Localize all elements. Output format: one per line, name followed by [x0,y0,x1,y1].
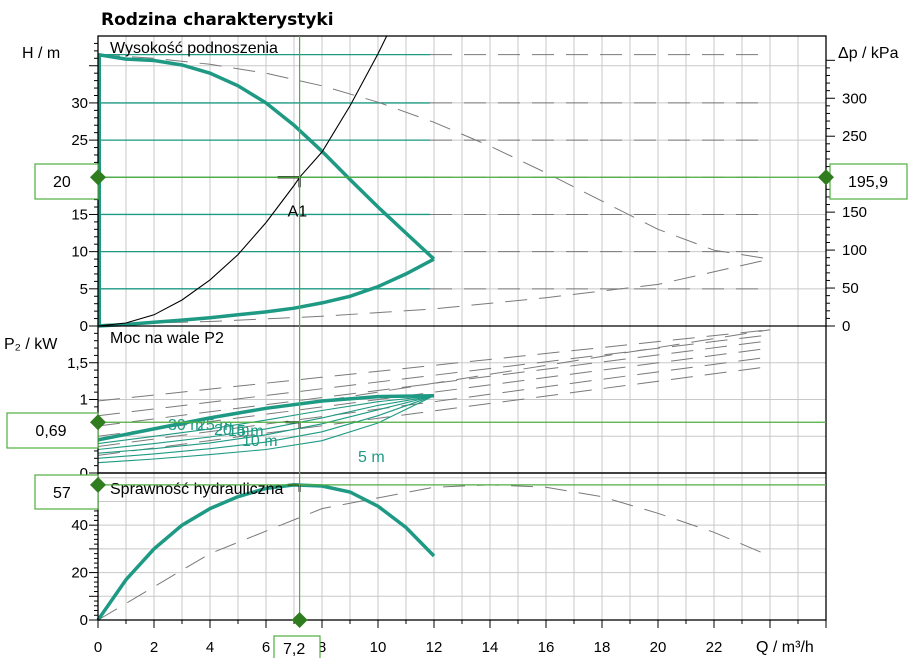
power-curve [97,395,435,454]
x-tick-label: 0 [94,639,102,656]
y2-tick-label: 300 [842,90,867,107]
x-tick-label: 6 [262,639,270,656]
readout-dp-text: 195,9 [848,174,888,191]
cursor-handle [90,414,106,431]
y-tick-label: 0 [80,465,88,482]
y-tick-label: 1 [80,392,88,409]
power-curve-label: 10 m [242,433,278,450]
x-tick-label: 22 [706,639,723,656]
max-curve-dashed [97,54,771,260]
y2-tick-label: 50 [842,280,859,297]
x-tick-label: 8 [318,639,326,656]
power-curve [97,395,435,451]
operating-point-marker [285,421,301,429]
power-curve-label: 30 m [168,417,204,434]
readout-p2 [6,412,99,449]
panel-title: Moc na wale P2 [110,330,224,347]
head-curve-max [97,52,436,261]
y-tick-label: 30 [71,95,88,112]
x-tick-label: 4 [206,639,214,656]
x-tick-label: 2 [150,639,158,656]
y2-tick-label: 100 [842,242,867,259]
power-curve-label: 25 m [197,417,233,434]
power-curve [97,394,435,442]
efficiency-dashed [97,484,771,621]
grid-lines [98,36,827,620]
head-curve-min [97,257,435,328]
y2-axis-label: Δp / kPa [838,45,899,62]
cursor-handle [90,169,106,186]
power-dashed [97,365,771,456]
y2-tick-label: 0 [842,318,850,335]
x-tick-label: 20 [650,639,667,656]
y-axis-label: P₂ / kW [4,336,58,353]
operating-point-label: A1 [288,203,308,220]
power-dashed [97,340,771,427]
power-dashed [97,334,771,417]
min-curve-dashed [97,258,771,325]
x-tick-label: 16 [538,639,555,656]
readout-h-text: 20 [53,174,71,191]
power-curve-label: 15 m [228,423,264,440]
y-tick-label: 10 [71,244,88,261]
readout-eta [34,474,99,510]
readout-q-text: 7,2 [283,641,305,658]
efficiency-curve [96,483,436,621]
power-curve [97,395,435,459]
power-curve-label: 5 m [358,449,385,466]
panel-title: Sprawność hydrauliczna [110,481,284,498]
y-tick-label: 20 [71,565,88,582]
cursor-handle [291,612,308,628]
x-tick-label: 14 [482,639,499,656]
readout-dp [829,163,908,200]
y-axis-label: H / m [22,45,60,62]
y-tick-label: 5 [80,281,88,298]
y-tick-label: 0 [80,612,88,629]
data-layer: A1 30 m25 m20 m15 m10 m 5 m [96,36,771,621]
power-dashed [97,329,771,402]
cursor-handle [818,169,834,186]
y-tick-label: 1,5 [67,355,88,372]
power-dashed [321,329,771,402]
power-curve [97,395,435,464]
system-curve [97,36,388,327]
x-axis-label: Q / m³/h [756,639,814,656]
y-tick-label: 15 [71,206,88,223]
y2-tick-label: 150 [842,204,867,221]
x-tick-label: 12 [426,639,443,656]
power-dashed [97,347,771,437]
power-curve [97,395,435,445]
power-dashed [97,356,771,447]
readout-q [273,635,321,658]
x-tick-label: 10 [370,639,387,656]
readout-p2-text: 0,69 [35,423,66,440]
readout-eta-text: 57 [53,485,71,502]
y-tick-label: 40 [71,517,88,534]
y2-tick-label: 250 [842,128,867,145]
cursor-handle [90,476,106,493]
panel-title: Wysokość podnoszenia [110,40,278,57]
power-curve-label: 20 m [214,422,250,439]
y-tick-label: 25 [71,132,88,149]
chart-title: Rodzina charakterystyki [101,10,334,30]
x-tick-label: 18 [594,639,611,656]
y-tick-label: 0 [80,318,88,335]
axes-layer: 05101520253005010015020025030000,511,502… [4,35,899,656]
